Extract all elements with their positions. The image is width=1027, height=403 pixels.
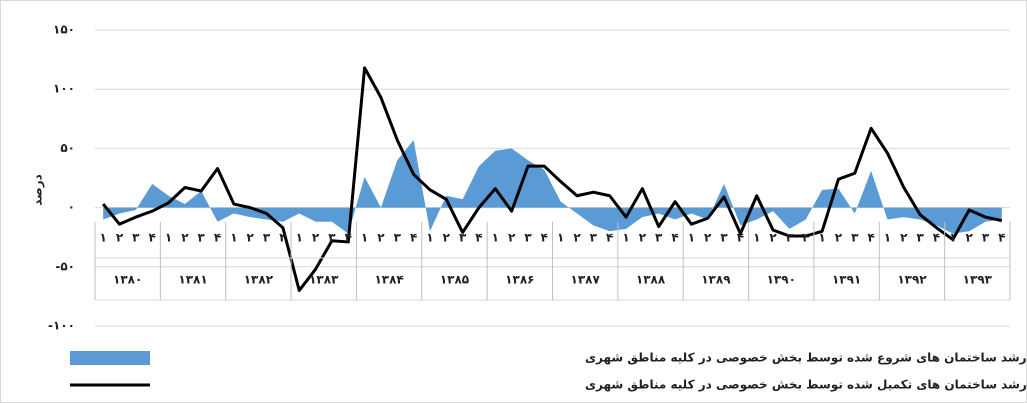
x-tick-label: ۴ [802, 231, 809, 245]
x-tick-label: ۲ [965, 231, 973, 245]
group-label: ۱۳۸۶ [505, 273, 534, 287]
x-tick-label: ۳ [916, 231, 924, 245]
x-tick-label: ۱ [100, 231, 107, 245]
x-tick-label: ۲ [508, 231, 516, 245]
group-label: ۱۳۸۲ [244, 273, 274, 287]
area [103, 140, 1002, 234]
x-tick-label: ۲ [769, 231, 777, 245]
group-label: ۱۳۹۲ [897, 273, 927, 287]
group-label: ۱۳۹۳ [963, 273, 993, 287]
x-tick-label: ۱ [688, 231, 695, 245]
y-axis-label: درصد [31, 174, 45, 206]
x-tick-label: ۱ [492, 231, 499, 245]
group-label: ۱۳۹۱ [832, 273, 861, 287]
x-tick-label: ۲ [247, 231, 255, 245]
x-tick-label: ۴ [345, 231, 352, 245]
x-tick-label: ۱ [753, 231, 760, 245]
x-tick-label: ۲ [443, 231, 451, 245]
x-tick-label: ۳ [590, 231, 598, 245]
legend-swatch [70, 351, 150, 365]
x-tick-label: ۳ [655, 231, 663, 245]
x-tick-label: ۴ [149, 231, 156, 245]
x-tick-label: ۳ [263, 231, 271, 245]
x-tick-label: ۴ [867, 231, 874, 245]
x-tick-label: ۲ [181, 231, 189, 245]
y-tick-label: ۱۵۰ [53, 23, 75, 37]
x-tick-label: ۴ [410, 231, 417, 245]
x-tick-label: ۴ [279, 231, 286, 245]
x-tick-label: ۱ [230, 231, 237, 245]
x-tick-label: ۴ [933, 231, 940, 245]
x-tick-label: ۴ [214, 231, 221, 245]
y-tick-label: -۱۰۰ [48, 319, 75, 333]
x-tick-label: ۴ [475, 231, 482, 245]
x-tick-label: ۳ [394, 231, 402, 245]
x-tick-label: ۴ [541, 231, 548, 245]
legend-label: رشد ساختمان های تکمیل شده توسط بخش خصوصی… [585, 378, 1027, 393]
x-tick-label: ۴ [671, 231, 678, 245]
x-tick-label: ۱ [622, 231, 629, 245]
y-tick-label: ۰ [68, 200, 75, 214]
x-tick-label: ۳ [720, 231, 728, 245]
y-tick-label: ۱۰۰ [53, 82, 75, 96]
x-tick-label: ۳ [524, 231, 532, 245]
line [102, 66, 1003, 292]
x-tick-label: ۱ [426, 231, 433, 245]
group-label: ۱۳۸۵ [440, 273, 469, 287]
x-tick-label: ۲ [704, 231, 712, 245]
x-tick-label: ۲ [116, 231, 124, 245]
x-tick-label: ۱ [296, 231, 303, 245]
group-label: ۱۳۸۸ [636, 273, 666, 287]
x-tick-label: ۳ [786, 231, 794, 245]
y-tick-label: ۵۰ [60, 141, 75, 155]
x-tick-label: ۲ [835, 231, 843, 245]
x-tick-label: ۱ [884, 231, 891, 245]
group-label: ۱۳۸۴ [374, 273, 403, 287]
y-tick-label: -۵۰ [55, 259, 75, 273]
x-tick-label: ۳ [328, 231, 336, 245]
x-tick-label: ۲ [377, 231, 385, 245]
x-tick-label: ۴ [737, 231, 744, 245]
group-label: ۱۳۸۷ [571, 273, 601, 287]
x-tick-label: ۳ [459, 231, 467, 245]
group-label: ۱۳۸۱ [178, 273, 207, 287]
x-tick-label: ۲ [573, 231, 581, 245]
x-tick-label: ۳ [982, 231, 990, 245]
legend-label: رشد ساختمان های شروع شده توسط بخش خصوصی … [585, 351, 1027, 366]
x-tick-label: ۳ [132, 231, 140, 245]
x-tick-label: ۱ [949, 231, 956, 245]
group-label: ۱۳۸۹ [701, 273, 731, 287]
x-tick-label: ۳ [198, 231, 206, 245]
x-tick-label: ۲ [312, 231, 320, 245]
x-tick-label: ۲ [900, 231, 908, 245]
x-tick-label: ۱ [165, 231, 172, 245]
x-tick-label: ۳ [851, 231, 859, 245]
group-label: ۱۳۸۳ [309, 273, 339, 287]
x-tick-label: ۱ [818, 231, 825, 245]
x-tick-label: ۴ [606, 231, 613, 245]
x-tick-label: ۲ [639, 231, 647, 245]
x-tick-label: ۴ [998, 231, 1005, 245]
x-tick-label: ۱ [361, 231, 368, 245]
group-label: ۱۳۸۰ [113, 273, 142, 287]
x-tick-label: ۱ [557, 231, 564, 245]
group-label: ۱۳۹۰ [767, 273, 796, 287]
